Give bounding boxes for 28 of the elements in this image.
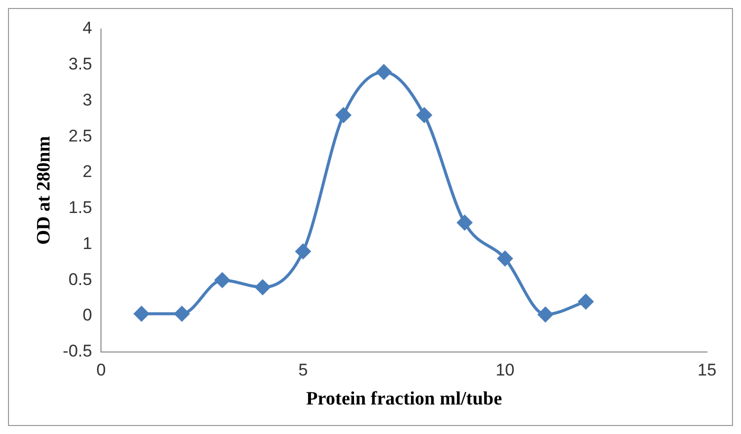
point — [498, 251, 513, 266]
point — [538, 307, 553, 322]
point — [255, 280, 270, 295]
point — [457, 215, 472, 230]
y-axis-title: OD at 280nm — [33, 136, 54, 245]
y-tick-label: 1 — [82, 234, 92, 253]
y-tick-label: 2 — [82, 162, 92, 182]
point — [296, 244, 311, 259]
y-tick-label: 1.5 — [68, 198, 92, 218]
x-tick-label: 5 — [298, 360, 308, 380]
y-tick-label: 2.5 — [68, 126, 92, 146]
point — [134, 306, 149, 322]
y-tick-label: 4 — [82, 18, 92, 38]
point — [214, 272, 230, 288]
y-tick-label: 0.5 — [68, 270, 92, 289]
y-tick-label: 0 — [82, 306, 92, 325]
y-tick-label: -0.5 — [62, 341, 92, 360]
y-tick-label: 3 — [82, 90, 92, 110]
y-tick-label: 3.5 — [68, 54, 92, 74]
x-axis-title: Protein fraction ml/tube — [306, 388, 502, 410]
x-tick-label: 15 — [698, 360, 716, 380]
point — [336, 108, 351, 123]
point — [416, 108, 432, 123]
x-tick-label: 10 — [496, 360, 514, 380]
point — [578, 294, 594, 310]
point — [174, 306, 190, 322]
x-tick-label: 0 — [96, 360, 106, 380]
point — [376, 64, 392, 80]
